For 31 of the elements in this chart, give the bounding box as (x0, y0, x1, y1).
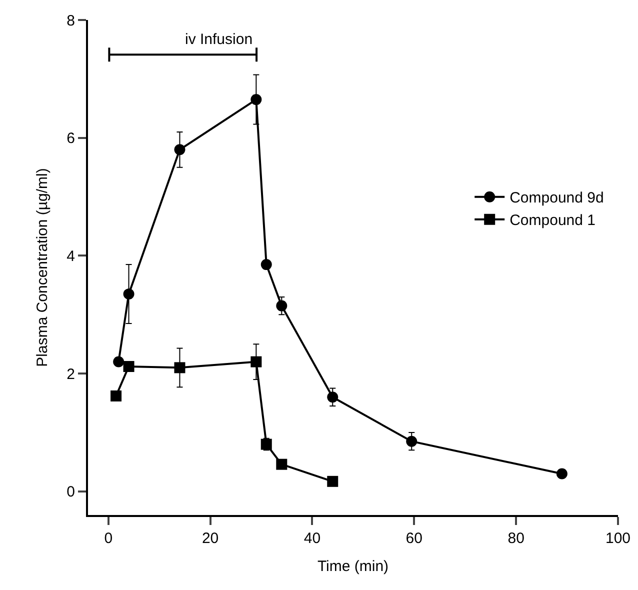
y-tick-label: 8 (66, 12, 75, 30)
point (406, 436, 418, 447)
x-tick-label: 80 (508, 530, 524, 547)
x-tick-label: 60 (406, 530, 422, 547)
point (276, 300, 288, 312)
legend-label: Compound 1 (510, 212, 596, 230)
annotation: iv Infusion (185, 31, 253, 48)
point (556, 468, 568, 480)
point (123, 288, 134, 300)
point (250, 356, 262, 368)
point (260, 259, 272, 270)
point (174, 362, 186, 374)
point (174, 144, 186, 156)
y-tick-label: 6 (66, 130, 75, 148)
point (250, 94, 262, 106)
point (113, 356, 124, 368)
point (327, 476, 338, 487)
y-tick-label: 2 (66, 366, 75, 383)
y-tick-label: 0 (66, 484, 75, 501)
point (123, 361, 134, 372)
point (110, 390, 122, 402)
y-tick-label: 4 (66, 248, 75, 265)
x-tick-label: 0 (104, 530, 113, 547)
x-tick-label: 100 (605, 530, 631, 547)
y-axis-title: Plasma Concentration (µg/ml) (34, 168, 51, 367)
x-axis-title: Time (min) (317, 558, 389, 575)
point (327, 392, 338, 403)
point (276, 458, 288, 470)
x-tick-label: 20 (202, 530, 219, 547)
x-tick-label: 40 (304, 530, 321, 547)
legend-label: Compound 9d (510, 190, 604, 207)
